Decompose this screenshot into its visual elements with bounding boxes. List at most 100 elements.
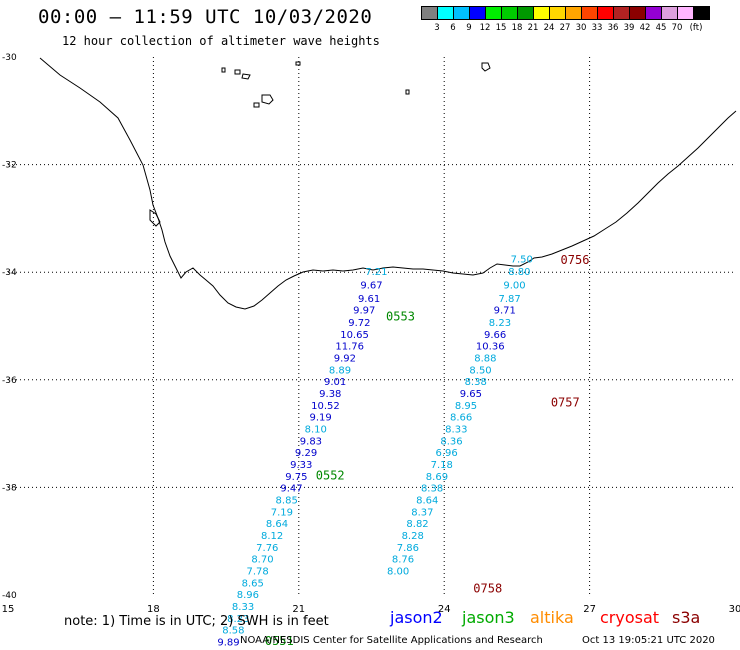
scale-label: 42 xyxy=(639,23,651,33)
map-grid: 15 18 21 24 27 30 -30 -32 -34 -36 -38 -40 xyxy=(2,53,740,615)
wave-height-value: 8.76 xyxy=(392,555,414,566)
wave-height-value: 8.23 xyxy=(489,318,511,329)
credit-date: Oct 13 19:05:21 UTC 2020 xyxy=(582,635,715,646)
scale-label: 70 xyxy=(671,23,683,33)
wave-height-value: 9.72 xyxy=(348,318,370,329)
wave-height-value: 10.52 xyxy=(311,401,340,412)
lat-tick-label: -34 xyxy=(2,268,17,278)
wave-height-value: 9.00 xyxy=(503,280,525,291)
wave-height-value: 8.50 xyxy=(469,365,491,376)
scale-swatch xyxy=(693,6,710,20)
wave-height-value: 7.87 xyxy=(498,294,520,305)
footnote: note: 1) Time is in UTC; 2) SWH is in fe… xyxy=(64,614,329,629)
scale-label: 18 xyxy=(511,23,523,33)
wave-height-value: 8.64 xyxy=(416,496,438,507)
wave-height-value: 9.66 xyxy=(484,330,506,341)
island-6 xyxy=(481,62,491,72)
wave-height-value: 8.12 xyxy=(261,531,283,542)
wave-height-value: 8.38 xyxy=(421,484,443,495)
pass-time-label: 0551 xyxy=(265,634,294,648)
island-3 xyxy=(241,73,251,80)
wave-height-value: 8.00 xyxy=(387,567,409,578)
scale-label: 45 xyxy=(655,23,667,33)
pass-time-label: 0757 xyxy=(551,396,580,410)
pass-time-label: 0758 xyxy=(473,581,502,595)
wave-height-value: 8.38 xyxy=(465,377,487,388)
wave-height-value: 8.37 xyxy=(411,507,433,518)
lon-tick-label: 18 xyxy=(147,604,160,615)
wave-height-value: 9.97 xyxy=(353,306,375,317)
wave-height-value: 8.10 xyxy=(305,425,327,436)
wave-height-value: 9.71 xyxy=(494,306,516,317)
satellite-legend-cryosat: cryosat xyxy=(600,608,660,627)
wave-height-value: 7.19 xyxy=(271,507,293,518)
credit-line: NOAA/NESDIS Center for Satellite Applica… xyxy=(240,635,543,646)
scale-label: 21 xyxy=(527,23,539,33)
satellite-legend-jason2: jason2 xyxy=(390,608,443,627)
wave-height-value: 10.36 xyxy=(476,342,505,353)
wave-height-value: 8.95 xyxy=(455,401,477,412)
wave-height-value: 8.80 xyxy=(508,267,530,278)
satellite-legend-altika: altika xyxy=(530,608,574,627)
satellite-legend-jason3: jason3 xyxy=(462,608,515,627)
wave-height-color-scale xyxy=(421,6,710,20)
wave-height-value: 8.70 xyxy=(251,555,273,566)
wave-height-value: 7.21 xyxy=(365,267,387,278)
island-8 xyxy=(295,61,301,66)
lon-tick-label: 21 xyxy=(292,604,305,615)
lon-tick-label: 30 xyxy=(729,604,740,615)
lat-tick-label: -32 xyxy=(2,161,17,171)
scale-label: 12 xyxy=(479,23,491,33)
scale-label: 30 xyxy=(575,23,587,33)
wave-height-value: 8.88 xyxy=(474,354,496,365)
wave-height-value: 8.66 xyxy=(450,413,472,424)
map-title: 00:00 – 11:59 UTC 10/03/2020 xyxy=(38,6,373,28)
scale-label: 9 xyxy=(466,23,472,33)
wave-height-value: 9.01 xyxy=(324,377,346,388)
island-4 xyxy=(261,94,274,105)
scale-label: 6 xyxy=(450,23,456,33)
lon-tick-label: 15 xyxy=(2,604,15,615)
satellite-legend-s3a: s3a xyxy=(672,608,701,627)
lat-tick-label: -40 xyxy=(2,591,17,601)
scale-label: 3 xyxy=(434,23,440,33)
coastline-inlet xyxy=(149,209,161,227)
wave-height-value: 8.89 xyxy=(329,365,351,376)
wave-height-value: 8.33 xyxy=(232,602,254,613)
wave-height-scale-labels: 3 6 9 12 15 18 21 24 27 30 33 36 39 42 45 70 (ft) xyxy=(421,23,740,35)
wave-height-value: 7.50 xyxy=(511,255,533,266)
wave-height-value: 9.65 xyxy=(460,389,482,400)
wave-height-value: 10.65 xyxy=(340,330,369,341)
wave-height-value: 7.18 xyxy=(431,460,453,471)
wave-height-value: 8.96 xyxy=(237,590,259,601)
scale-label: 33 xyxy=(591,23,603,33)
lat-tick-label: -38 xyxy=(2,483,17,493)
wave-height-value: 9.92 xyxy=(334,354,356,365)
wave-height-value: 9.19 xyxy=(309,413,331,424)
wave-height-value: 8.82 xyxy=(406,519,428,530)
wave-height-value: 9.67 xyxy=(360,280,382,291)
wave-height-value: 8.23 xyxy=(227,614,249,625)
scale-label: 36 xyxy=(607,23,619,33)
lon-tick-label: 24 xyxy=(438,604,451,615)
map-subtitle: 12 hour collection of altimeter wave hei… xyxy=(62,34,380,48)
wave-height-value: 8.58 xyxy=(222,626,244,637)
pass-time-labels: 0553 0552 0551 0756 0757 0758 xyxy=(265,253,590,648)
wave-height-value: 9.33 xyxy=(290,460,312,471)
island-1 xyxy=(221,67,226,73)
scale-label: (ft) xyxy=(689,23,703,33)
pass-time-label: 0552 xyxy=(316,468,345,482)
wave-height-value: 7.78 xyxy=(246,567,268,578)
wave-height-value: 11.76 xyxy=(335,342,364,353)
wave-height-value: 9.38 xyxy=(319,389,341,400)
lat-tick-label: -36 xyxy=(2,376,17,386)
wave-height-value: 9.61 xyxy=(358,294,380,305)
track-value-labels: 7.219.679.619.979.7210.6511.769.928.899.… xyxy=(217,255,532,649)
wave-height-value: 9.29 xyxy=(295,448,317,459)
wave-height-value: 8.64 xyxy=(266,519,288,530)
wave-height-value: 7.86 xyxy=(397,543,419,554)
pass-time-label: 0756 xyxy=(561,253,590,267)
wave-height-value: 9.75 xyxy=(285,472,307,483)
wave-height-value: 8.36 xyxy=(440,436,462,447)
wave-height-value: 7.76 xyxy=(256,543,278,554)
